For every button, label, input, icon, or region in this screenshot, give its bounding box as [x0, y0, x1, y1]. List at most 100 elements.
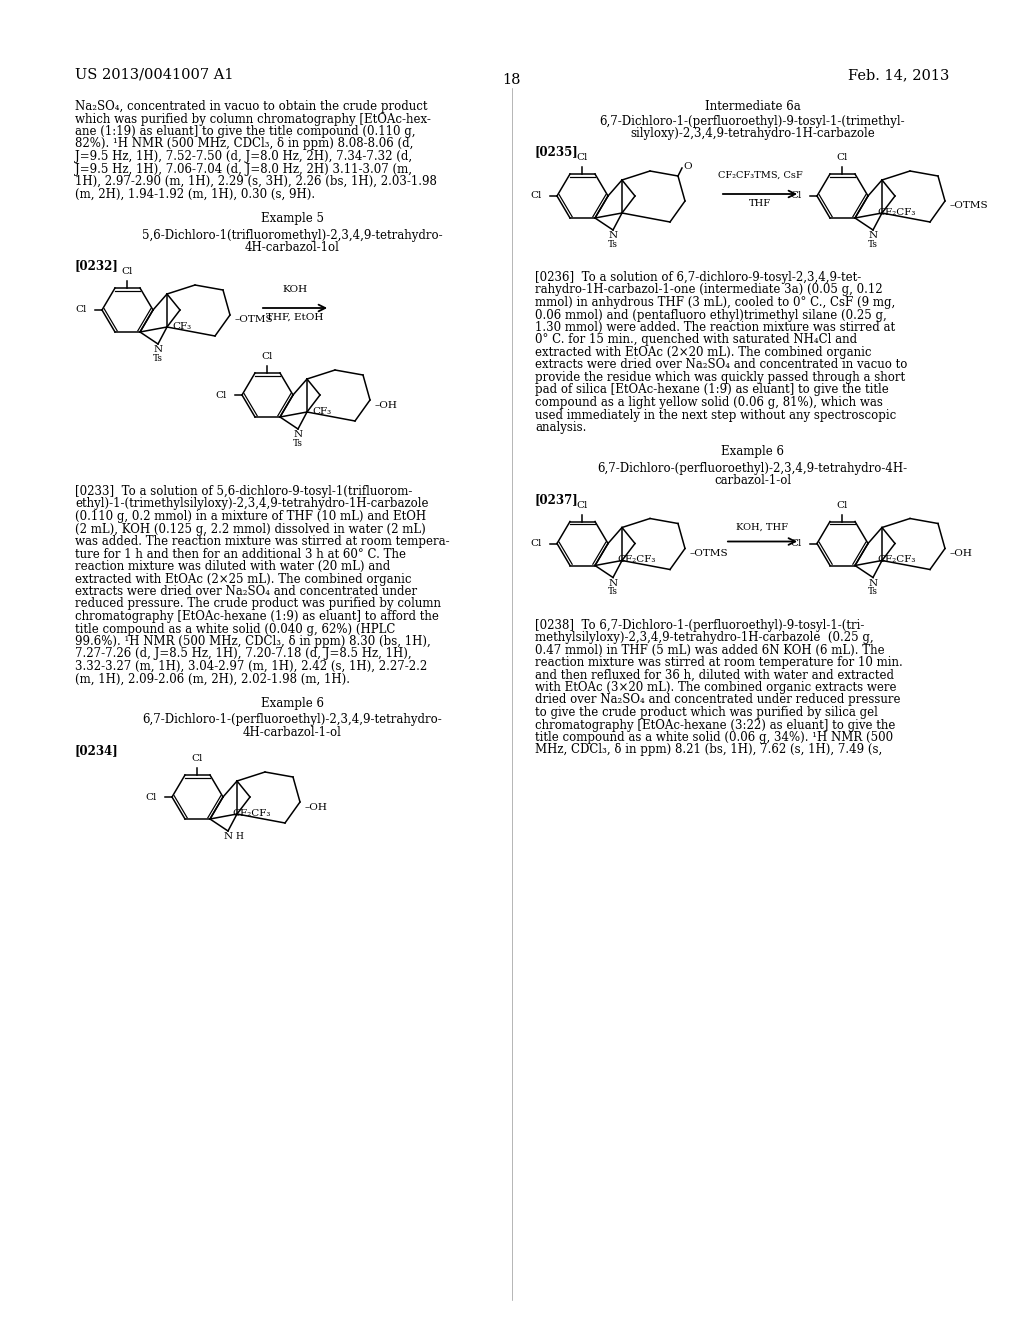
Text: 3.32-3.27 (m, 1H), 3.04-2.97 (m, 1H), 2.42 (s, 1H), 2.27-2.2: 3.32-3.27 (m, 1H), 3.04-2.97 (m, 1H), 2.…: [75, 660, 427, 673]
Text: CF₂CF₃: CF₂CF₃: [232, 809, 271, 818]
Text: to give the crude product which was purified by silica gel: to give the crude product which was puri…: [535, 706, 878, 719]
Text: –OH: –OH: [305, 803, 328, 812]
Text: 7.27-7.26 (d, J=8.5 Hz, 1H), 7.20-7.18 (d, J=8.5 Hz, 1H),: 7.27-7.26 (d, J=8.5 Hz, 1H), 7.20-7.18 (…: [75, 648, 412, 660]
Text: 6,7-Dichloro-(perfluoroethyl)-2,3,4,9-tetrahydro-4H-: 6,7-Dichloro-(perfluoroethyl)-2,3,4,9-te…: [597, 462, 907, 475]
Text: 0.47 mmol) in THF (5 mL) was added 6N KOH (6 mL). The: 0.47 mmol) in THF (5 mL) was added 6N KO…: [535, 644, 885, 656]
Text: [0238]  To 6,7-Dichloro-1-(perfluoroethyl)-9-tosyl-1-(tri-: [0238] To 6,7-Dichloro-1-(perfluoroethyl…: [535, 619, 864, 631]
Text: Ts: Ts: [293, 440, 303, 447]
Text: dried over Na₂SO₄ and concentrated under reduced pressure: dried over Na₂SO₄ and concentrated under…: [535, 693, 900, 706]
Text: pad of silica [EtOAc-hexane (1:9) as eluant] to give the title: pad of silica [EtOAc-hexane (1:9) as elu…: [535, 384, 889, 396]
Text: reaction mixture was stirred at room temperature for 10 min.: reaction mixture was stirred at room tem…: [535, 656, 903, 669]
Text: 18: 18: [503, 73, 521, 87]
Text: N: N: [223, 832, 232, 841]
Text: –OTMS: –OTMS: [950, 202, 988, 210]
Text: THF: THF: [749, 199, 771, 209]
Text: Na₂SO₄, concentrated in vacuo to obtain the crude product: Na₂SO₄, concentrated in vacuo to obtain …: [75, 100, 427, 114]
Text: [0233]  To a solution of 5,6-dichloro-9-tosyl-1(trifluorom-: [0233] To a solution of 5,6-dichloro-9-t…: [75, 484, 413, 498]
Text: O: O: [683, 162, 691, 172]
Text: N: N: [868, 578, 878, 587]
Text: 1.30 mmol) were added. The reaction mixture was stirred at: 1.30 mmol) were added. The reaction mixt…: [535, 321, 895, 334]
Text: chromatography [EtOAc-hexane (1:9) as eluant] to afford the: chromatography [EtOAc-hexane (1:9) as el…: [75, 610, 439, 623]
Text: Cl: Cl: [837, 500, 848, 510]
Text: 6,7-Dichloro-1-(perfluoroethyl)-2,3,4,9-tetrahydro-: 6,7-Dichloro-1-(perfluoroethyl)-2,3,4,9-…: [142, 714, 442, 726]
Text: ane (1:19) as eluant] to give the title compound (0.110 g,: ane (1:19) as eluant] to give the title …: [75, 125, 416, 139]
Text: –OH: –OH: [375, 400, 398, 409]
Text: J=9.5 Hz, 1H), 7.52-7.50 (d, J=8.0 Hz, 2H), 7.34-7.32 (d,: J=9.5 Hz, 1H), 7.52-7.50 (d, J=8.0 Hz, 2…: [75, 150, 412, 162]
Text: title compound as a white solid (0.040 g, 62%) (HPLC: title compound as a white solid (0.040 g…: [75, 623, 395, 635]
Text: Ts: Ts: [608, 587, 618, 597]
Text: [0237]: [0237]: [535, 492, 579, 506]
Text: analysis.: analysis.: [535, 421, 587, 434]
Text: N: N: [294, 430, 302, 440]
Text: (2 mL), KOH (0.125 g, 2.2 mmol) dissolved in water (2 mL): (2 mL), KOH (0.125 g, 2.2 mmol) dissolve…: [75, 523, 426, 536]
Text: Cl: Cl: [791, 191, 802, 201]
Text: 99.6%). ¹H NMR (500 MHz, CDCl₃, δ in ppm) 8.30 (bs, 1H),: 99.6%). ¹H NMR (500 MHz, CDCl₃, δ in ppm…: [75, 635, 431, 648]
Text: (m, 1H), 2.09-2.06 (m, 2H), 2.02-1.98 (m, 1H).: (m, 1H), 2.09-2.06 (m, 2H), 2.02-1.98 (m…: [75, 672, 350, 685]
Text: Cl: Cl: [191, 754, 203, 763]
Text: Ts: Ts: [153, 354, 163, 363]
Text: 4H-carbazol-1-ol: 4H-carbazol-1-ol: [243, 726, 342, 739]
Text: Ts: Ts: [868, 587, 878, 597]
Text: extracts were dried over Na₂SO₄ and concentrated in vacuo to: extracts were dried over Na₂SO₄ and conc…: [535, 359, 907, 371]
Text: Cl: Cl: [261, 352, 272, 360]
Text: reaction mixture was diluted with water (20 mL) and: reaction mixture was diluted with water …: [75, 560, 390, 573]
Text: N: N: [608, 231, 617, 240]
Text: N: N: [868, 231, 878, 240]
Text: –OTMS: –OTMS: [234, 315, 273, 325]
Text: silyloxy)-2,3,4,9-tetrahydro-1H-carbazole: silyloxy)-2,3,4,9-tetrahydro-1H-carbazol…: [630, 127, 874, 140]
Text: Intermediate 6a: Intermediate 6a: [705, 100, 801, 114]
Text: Cl: Cl: [145, 792, 157, 801]
Text: extracts were dried over Na₂SO₄ and concentrated under: extracts were dried over Na₂SO₄ and conc…: [75, 585, 417, 598]
Text: Cl: Cl: [530, 191, 542, 201]
Text: Cl: Cl: [121, 267, 133, 276]
Text: Cl: Cl: [76, 305, 87, 314]
Text: Example 6: Example 6: [261, 697, 324, 710]
Text: H: H: [234, 832, 243, 841]
Text: reduced pressure. The crude product was purified by column: reduced pressure. The crude product was …: [75, 598, 441, 610]
Text: extracted with EtOAc (2×25 mL). The combined organic: extracted with EtOAc (2×25 mL). The comb…: [75, 573, 412, 586]
Text: (m, 2H), 1.94-1.92 (m, 1H), 0.30 (s, 9H).: (m, 2H), 1.94-1.92 (m, 1H), 0.30 (s, 9H)…: [75, 187, 315, 201]
Text: KOH: KOH: [283, 285, 307, 294]
Text: Feb. 14, 2013: Feb. 14, 2013: [848, 69, 949, 82]
Text: was added. The reaction mixture was stirred at room tempera-: was added. The reaction mixture was stir…: [75, 535, 450, 548]
Text: with EtOAc (3×20 mL). The combined organic extracts were: with EtOAc (3×20 mL). The combined organ…: [535, 681, 896, 694]
Text: N: N: [608, 578, 617, 587]
Text: Cl: Cl: [577, 500, 588, 510]
Text: Cl: Cl: [791, 539, 802, 548]
Text: –OTMS: –OTMS: [690, 549, 729, 558]
Text: chromatography [EtOAc-hexane (3:22) as eluant] to give the: chromatography [EtOAc-hexane (3:22) as e…: [535, 718, 895, 731]
Text: which was purified by column chromatography [EtOAc-hex-: which was purified by column chromatogra…: [75, 112, 431, 125]
Text: mmol) in anhydrous THF (3 mL), cooled to 0° C., CsF (9 mg,: mmol) in anhydrous THF (3 mL), cooled to…: [535, 296, 895, 309]
Text: US 2013/0041007 A1: US 2013/0041007 A1: [75, 69, 233, 82]
Text: [0235]: [0235]: [535, 145, 579, 158]
Text: Example 6: Example 6: [721, 446, 784, 458]
Text: CF₃: CF₃: [172, 322, 191, 331]
Text: compound as a light yellow solid (0.06 g, 81%), which was: compound as a light yellow solid (0.06 g…: [535, 396, 883, 409]
Text: and then refluxed for 36 h, diluted with water and extracted: and then refluxed for 36 h, diluted with…: [535, 668, 894, 681]
Text: CF₂CF₃TMS, CsF: CF₂CF₃TMS, CsF: [718, 172, 803, 180]
Text: 6,7-Dichloro-1-(perfluoroethyl)-9-tosyl-1-(trimethyl-: 6,7-Dichloro-1-(perfluoroethyl)-9-tosyl-…: [600, 115, 905, 128]
Text: Example 5: Example 5: [261, 213, 324, 224]
Text: CF₂CF₃: CF₂CF₃: [617, 556, 656, 565]
Text: THF, EtOH: THF, EtOH: [266, 313, 324, 322]
Text: used immediately in the next step without any spectroscopic: used immediately in the next step withou…: [535, 408, 896, 421]
Text: 0° C. for 15 min., quenched with saturated NH₄Cl and: 0° C. for 15 min., quenched with saturat…: [535, 334, 857, 346]
Text: 82%). ¹H NMR (500 MHz, CDCl₃, δ in ppm) 8.08-8.06 (d,: 82%). ¹H NMR (500 MHz, CDCl₃, δ in ppm) …: [75, 137, 414, 150]
Text: 1H), 2.97-2.90 (m, 1H), 2.29 (s, 3H), 2.26 (bs, 1H), 2.03-1.98: 1H), 2.97-2.90 (m, 1H), 2.29 (s, 3H), 2.…: [75, 176, 437, 187]
Text: MHz, CDCl₃, δ in ppm) 8.21 (bs, 1H), 7.62 (s, 1H), 7.49 (s,: MHz, CDCl₃, δ in ppm) 8.21 (bs, 1H), 7.6…: [535, 743, 883, 756]
Text: (0.110 g, 0.2 mmol) in a mixture of THF (10 mL) and EtOH: (0.110 g, 0.2 mmol) in a mixture of THF …: [75, 510, 426, 523]
Text: [0236]  To a solution of 6,7-dichloro-9-tosyl-2,3,4,9-tet-: [0236] To a solution of 6,7-dichloro-9-t…: [535, 271, 861, 284]
Text: methylsilyloxy)-2,3,4,9-tetrahydro-1H-carbazole  (0.25 g,: methylsilyloxy)-2,3,4,9-tetrahydro-1H-ca…: [535, 631, 873, 644]
Text: CF₂CF₃: CF₂CF₃: [878, 556, 916, 565]
Text: 0.06 mmol) and (pentafluoro ethyl)trimethyl silane (0.25 g,: 0.06 mmol) and (pentafluoro ethyl)trimet…: [535, 309, 887, 322]
Text: CF₃: CF₃: [312, 407, 332, 416]
Text: Cl: Cl: [577, 153, 588, 162]
Text: KOH, THF: KOH, THF: [736, 523, 788, 532]
Text: rahydro-1H-carbazol-1-one (intermediate 3a) (0.05 g, 0.12: rahydro-1H-carbazol-1-one (intermediate …: [535, 284, 883, 297]
Text: extracted with EtOAc (2×20 mL). The combined organic: extracted with EtOAc (2×20 mL). The comb…: [535, 346, 871, 359]
Text: 5,6-Dichloro-1(trifluoromethyl)-2,3,4,9-tetrahydro-: 5,6-Dichloro-1(trifluoromethyl)-2,3,4,9-…: [142, 228, 442, 242]
Text: Cl: Cl: [837, 153, 848, 162]
Text: –OH: –OH: [950, 549, 973, 558]
Text: ethyl)-1-(trimethylsilyloxy)-2,3,4,9-tetrahydro-1H-carbazole: ethyl)-1-(trimethylsilyloxy)-2,3,4,9-tet…: [75, 498, 428, 511]
Text: ture for 1 h and then for an additional 3 h at 60° C. The: ture for 1 h and then for an additional …: [75, 548, 406, 561]
